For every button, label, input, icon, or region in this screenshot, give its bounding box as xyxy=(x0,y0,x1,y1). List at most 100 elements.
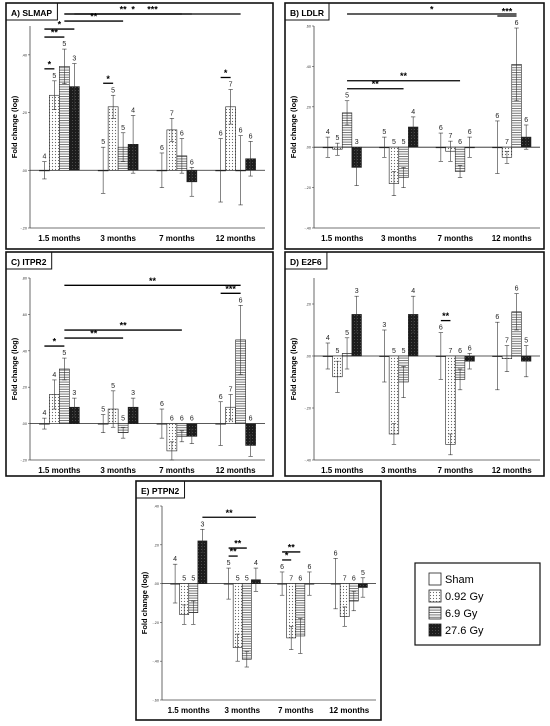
x-tick-label: 12 months xyxy=(216,466,257,475)
sample-size-label: 5 xyxy=(335,135,339,142)
significance-label: ** xyxy=(90,329,98,339)
y-tick-label: -.60 xyxy=(152,699,159,703)
sample-size-label: 5 xyxy=(236,576,240,583)
sample-size-label: 5 xyxy=(101,407,105,414)
significance-label: ** xyxy=(372,79,380,89)
sample-size-label: 6 xyxy=(160,401,164,408)
sample-size-label: 7 xyxy=(448,348,452,355)
sample-size-label: 7 xyxy=(170,110,174,117)
sample-size-label: 6 xyxy=(468,345,472,352)
sample-size-label: 6 xyxy=(239,297,243,304)
sample-size-label: 6 xyxy=(298,576,302,583)
x-tick-label: 12 months xyxy=(216,234,257,243)
x-tick-label: 7 months xyxy=(437,234,473,243)
panel-frame xyxy=(284,251,545,477)
chart-panel: B) LDLR Fold change (log) -.40 -.20 .00 .20 .4… xyxy=(284,2,545,250)
x-tick-label: 1.5 months xyxy=(168,706,211,715)
significance-label: ** xyxy=(120,5,128,15)
panel-title-box xyxy=(284,2,330,21)
sample-size-label: 4 xyxy=(411,288,415,295)
bar xyxy=(388,355,400,435)
y-tick-label: -.40 xyxy=(152,660,159,664)
sample-size-label: 6 xyxy=(515,286,519,293)
x-tick-label: 1.5 months xyxy=(38,466,81,475)
sample-size-label: 5 xyxy=(121,416,125,423)
sample-size-label: 6 xyxy=(280,564,284,571)
significance-label: ** xyxy=(149,276,157,286)
sample-size-label: 7 xyxy=(505,338,509,345)
bar xyxy=(445,355,456,445)
chart-panel: A) SLMAP Fold change (log) -.20 .00 .20 .40 1.… xyxy=(5,2,274,250)
legend-swatch xyxy=(428,623,442,637)
sample-size-label: 5 xyxy=(62,350,66,357)
sample-size-label: 6 xyxy=(524,117,528,124)
sample-size-label: 5 xyxy=(402,139,406,146)
significance-label: ** xyxy=(51,28,59,38)
sample-size-label: 5 xyxy=(191,576,195,583)
x-tick-label: 7 months xyxy=(437,466,473,475)
x-tick-label: 1.5 months xyxy=(321,466,364,475)
sample-size-label: 4 xyxy=(411,109,415,116)
significance-label: * xyxy=(58,20,62,30)
panel-title-box xyxy=(5,251,53,270)
y-tick-label: .00 xyxy=(306,146,311,150)
legend: Sham 0.92 Gy 6.9 Gy 27.6 Gy xyxy=(414,562,541,646)
sample-size-label: 3 xyxy=(72,56,76,63)
sample-size-label: 5 xyxy=(121,125,125,132)
sample-size-label: 3 xyxy=(382,322,386,329)
y-tick-label: .60 xyxy=(22,313,27,317)
x-tick-label: 3 months xyxy=(381,466,417,475)
y-tick-label: .00 xyxy=(22,169,27,173)
y-tick-label: .00 xyxy=(22,422,27,426)
significance-label: * xyxy=(106,74,110,84)
y-axis-label: Fold change (log) xyxy=(140,571,149,634)
significance-label: * xyxy=(430,5,434,15)
sample-size-label: 5 xyxy=(524,338,528,345)
x-tick-label: 3 months xyxy=(100,234,136,243)
legend-label: 6.9 Gy xyxy=(445,608,478,620)
chart-panel: D) E2F6 Fold change (log) -.40 -.20 .00 .20 1.… xyxy=(284,251,545,477)
sample-size-label: 6 xyxy=(239,128,243,135)
significance-label: ** xyxy=(226,508,234,518)
significance-label: *** xyxy=(147,5,158,15)
y-tick-label: .60 xyxy=(306,25,311,29)
x-tick-label: 7 months xyxy=(159,466,195,475)
x-tick-label: 3 months xyxy=(381,234,417,243)
sample-size-label: 6 xyxy=(468,129,472,136)
sample-size-label: 3 xyxy=(355,288,359,295)
y-tick-label: -.20 xyxy=(152,621,159,625)
sample-size-label: 6 xyxy=(249,416,253,423)
sample-size-label: 5 xyxy=(392,348,396,355)
y-tick-label: -.40 xyxy=(304,459,311,463)
sample-size-label: 6 xyxy=(219,394,223,401)
sample-size-label: 7 xyxy=(343,576,347,583)
y-tick-label: .40 xyxy=(22,349,27,353)
sample-size-label: 5 xyxy=(335,348,339,355)
chart-panel: E) PTPN2 Fold change (log) -.60 -.40 -.20 .00… xyxy=(135,480,382,721)
y-tick-label: .20 xyxy=(154,543,159,547)
panel-title: A) SLMAP xyxy=(11,8,52,18)
sample-size-label: 4 xyxy=(131,107,135,114)
significance-label: * xyxy=(131,5,135,15)
x-tick-label: 7 months xyxy=(159,234,195,243)
y-axis-label: Fold change (log) xyxy=(10,337,19,400)
x-tick-label: 12 months xyxy=(492,234,533,243)
significance-label: ** xyxy=(90,12,98,22)
y-tick-label: .00 xyxy=(154,582,159,586)
sample-size-label: 5 xyxy=(111,383,115,390)
sample-size-label: 6 xyxy=(180,416,184,423)
sample-size-label: 7 xyxy=(229,81,233,88)
sample-size-label: 3 xyxy=(131,390,135,397)
significance-label: * xyxy=(285,550,289,560)
panel-title-box xyxy=(135,480,186,499)
legend-label: 27.6 Gy xyxy=(445,625,484,637)
sample-size-label: 6 xyxy=(180,131,184,138)
bar xyxy=(241,583,252,660)
y-axis-label: Fold change (log) xyxy=(10,95,19,158)
sample-size-label: 3 xyxy=(200,521,204,528)
significance-label: * xyxy=(48,59,52,69)
y-tick-label: .20 xyxy=(306,303,311,307)
sample-size-label: 4 xyxy=(52,372,56,379)
y-tick-label: .40 xyxy=(306,65,311,69)
sample-size-label: 6 xyxy=(439,125,443,132)
